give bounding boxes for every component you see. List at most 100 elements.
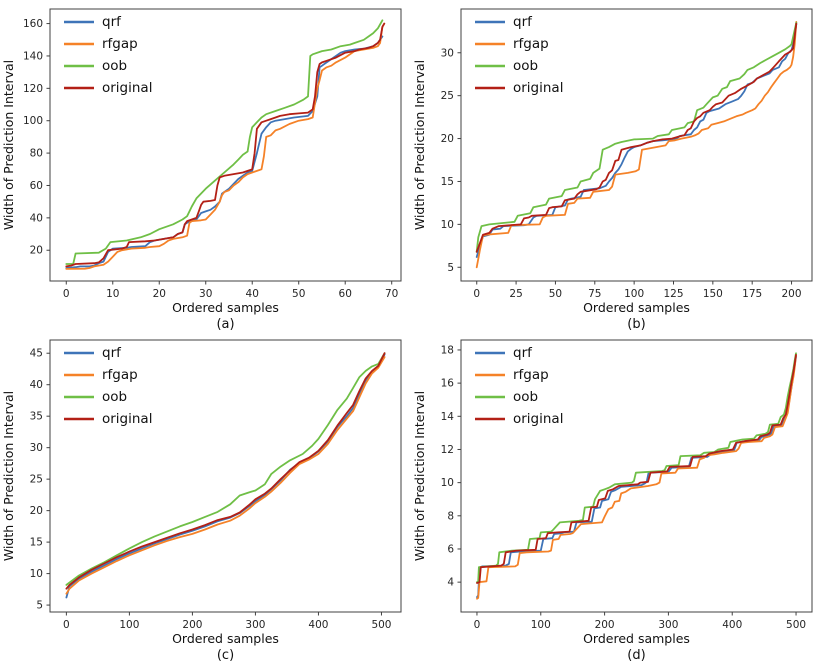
x-tick-label: 400 <box>722 619 742 631</box>
plot-background <box>0 331 411 662</box>
subplot-b-canvas: 0 25 50 75 100 125 150 175 200 5 10 15 20 25 30 qrf rfga… <box>411 0 822 331</box>
series-line-oob <box>475 21 798 253</box>
subplot-d: 0 100 200 300 400 500 4 6 8 10 12 14 16 18 qrf rfgap oob… <box>411 331 823 662</box>
y-tick-label: 160 <box>23 18 43 30</box>
y-tick-label: 60 <box>30 180 43 192</box>
x-tick-label: 0 <box>473 288 480 300</box>
subplot-b: 0 25 50 75 100 125 150 175 200 5 10 15 20 25 30 qrf rfga… <box>411 0 823 331</box>
legend-label-qrf: qrf <box>102 345 122 361</box>
plot-background <box>0 0 411 331</box>
y-tick-label: 8 <box>447 510 454 522</box>
x-tick-label: 200 <box>782 288 802 300</box>
x-axis-label: Ordered samples <box>583 631 690 646</box>
x-tick-label: 0 <box>63 288 70 300</box>
subplot-caption: (b) <box>627 317 645 331</box>
y-tick-label: 4 <box>447 577 454 589</box>
x-axis-label: Ordered samples <box>172 631 279 646</box>
x-tick-label: 70 <box>385 288 398 300</box>
x-tick-label: 40 <box>246 288 259 300</box>
y-tick-label: 14 <box>441 411 455 423</box>
subplot-caption: (a) <box>216 317 234 331</box>
y-tick-label: 20 <box>441 133 454 145</box>
subplot-a: 0 10 20 30 40 50 60 70 20 40 60 80 100 120 140 160 qrf rf… <box>0 0 411 331</box>
x-tick-label: 30 <box>199 288 212 300</box>
axes-frame <box>49 339 402 613</box>
y-axis-label: Width of Prediction Interval <box>412 391 427 561</box>
x-tick-label: 500 <box>786 619 806 631</box>
legend-label-original: original <box>513 411 563 427</box>
y-tick-label: 40 <box>30 379 43 391</box>
series-line-original <box>475 22 798 253</box>
y-tick-label: 25 <box>30 474 43 486</box>
y-tick-label: 100 <box>23 115 43 127</box>
y-tick-label: 5 <box>447 262 454 274</box>
y-tick-label: 10 <box>30 568 43 580</box>
series-line-original <box>476 353 797 584</box>
x-tick-label: 200 <box>595 619 615 631</box>
y-axis-label: Width of Prediction Interval <box>412 60 427 230</box>
x-axis-label: Ordered samples <box>583 300 690 315</box>
x-tick-label: 25 <box>509 288 522 300</box>
y-tick-label: 10 <box>441 219 454 231</box>
legend-label-qrf: qrf <box>513 14 533 30</box>
series-line-qrf <box>65 353 386 599</box>
x-tick-label: 100 <box>119 619 139 631</box>
y-tick-label: 5 <box>36 600 43 612</box>
y-tick-label: 45 <box>30 348 43 360</box>
x-tick-label: 20 <box>153 288 166 300</box>
legend-label-oob: oob <box>102 389 127 405</box>
legend-label-oob: oob <box>513 389 538 405</box>
y-tick-label: 16 <box>441 378 455 390</box>
y-axis-label: Width of Prediction Interval <box>1 60 16 230</box>
y-tick-label: 30 <box>441 47 454 59</box>
x-tick-label: 100 <box>531 619 551 631</box>
series-line-rfgap <box>65 22 386 270</box>
y-tick-label: 20 <box>30 245 43 257</box>
y-axis-label: Width of Prediction Interval <box>1 391 16 561</box>
y-tick-label: 15 <box>30 537 43 549</box>
x-tick-label: 300 <box>245 619 265 631</box>
x-tick-label: 400 <box>308 619 328 631</box>
y-tick-label: 120 <box>23 83 43 95</box>
x-tick-label: 150 <box>703 288 723 300</box>
subplot-c: 0 100 200 300 400 500 5 10 15 20 25 30 35 40 45 qrf rfga… <box>0 331 411 662</box>
y-tick-label: 40 <box>30 212 43 224</box>
y-tick-label: 30 <box>30 442 43 454</box>
subplot-caption: (d) <box>627 648 645 662</box>
subplot-caption: (c) <box>217 648 234 662</box>
series-line-original <box>65 22 386 268</box>
subplot-a-canvas: 0 10 20 30 40 50 60 70 20 40 60 80 100 120 140 160 qrf rf… <box>0 0 411 331</box>
x-tick-label: 50 <box>292 288 305 300</box>
x-tick-label: 60 <box>339 288 352 300</box>
series-line-rfgap <box>476 353 797 600</box>
x-axis-label: Ordered samples <box>172 300 279 315</box>
y-tick-label: 15 <box>441 176 454 188</box>
y-tick-label: 140 <box>23 50 43 62</box>
axes-frame <box>460 339 813 613</box>
subplot-c-canvas: 0 100 200 300 400 500 5 10 15 20 25 30 35 40 45 qrf rfga… <box>0 331 411 662</box>
series-line-original <box>65 352 386 590</box>
plot-background <box>411 331 822 662</box>
series-line-rfgap <box>475 20 798 269</box>
axes-frame <box>49 8 402 282</box>
legend-label-original: original <box>102 80 152 96</box>
axes-frame <box>460 8 813 282</box>
series-line-oob <box>65 352 386 586</box>
legend-label-oob: oob <box>513 58 538 74</box>
legend-label-original: original <box>102 411 152 427</box>
y-tick-label: 12 <box>441 444 454 456</box>
x-tick-label: 0 <box>63 619 70 631</box>
y-tick-label: 35 <box>30 411 43 423</box>
legend-label-original: original <box>513 80 563 96</box>
legend-label-rfgap: rfgap <box>102 367 138 383</box>
x-tick-label: 200 <box>182 619 202 631</box>
legend-label-rfgap: rfgap <box>513 367 549 383</box>
y-tick-label: 18 <box>441 344 454 356</box>
x-tick-label: 125 <box>663 288 683 300</box>
x-tick-label: 175 <box>742 288 762 300</box>
legend-label-qrf: qrf <box>102 14 122 30</box>
x-tick-label: 10 <box>106 288 119 300</box>
plot-background <box>411 0 822 331</box>
y-tick-label: 6 <box>447 543 454 555</box>
